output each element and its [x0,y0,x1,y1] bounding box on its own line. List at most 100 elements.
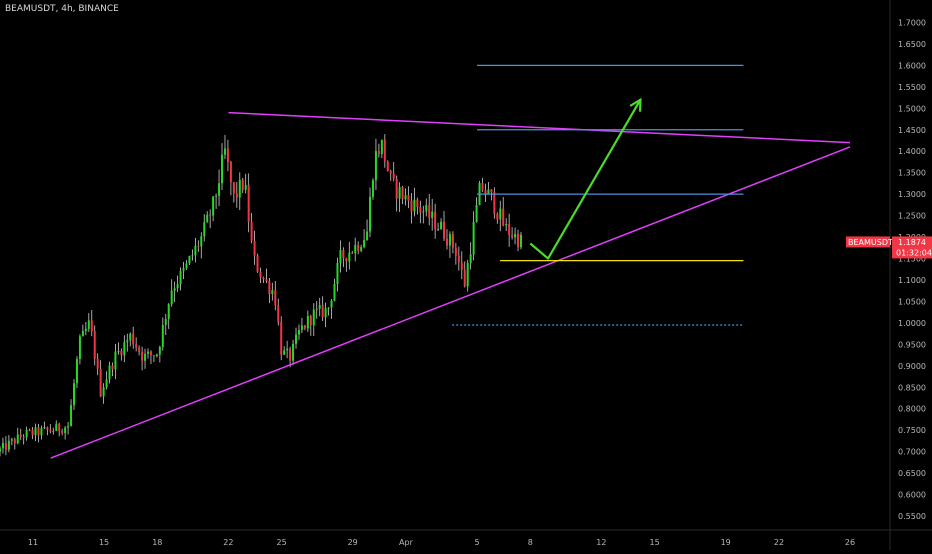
y-tick-label: 1.5000 [898,104,926,113]
candle-body [419,207,422,213]
candle-body [182,268,185,271]
candle-body [105,379,108,388]
candle-body [309,315,312,326]
candle-body [404,195,407,200]
candle-body [70,405,73,427]
candle-body [25,429,28,438]
candle-body [351,252,354,254]
candle-body [481,183,484,191]
candle-body [502,208,505,226]
candle-body [345,258,348,262]
candle-body [369,196,372,232]
candle-body [354,244,357,254]
candle-body [366,231,369,241]
candle-body [425,205,428,212]
y-tick-label: 1.1000 [898,276,926,285]
symbol-tag [846,236,890,248]
x-tick-label: 11 [28,538,38,547]
candle-body [226,148,229,162]
symbol-tag-label: BEAMUSDT [848,238,893,247]
candle-body [87,320,90,329]
candle-body [13,439,16,444]
x-tick-label: 12 [596,538,606,547]
candle-body [191,255,194,257]
y-axis: 0.5500 0.6000 0.6500 0.7000 0.7500 0.8000 0.85… [898,18,926,521]
candle-body [268,280,271,295]
candle-body [73,383,76,406]
candle-body [215,195,218,197]
candle-body [422,211,425,213]
candle-body [469,254,472,263]
candle-body [200,236,203,247]
candle-body [49,429,52,432]
candle-body [398,187,401,199]
candle-body [336,262,339,284]
candle-body [324,308,327,318]
candle-body [241,179,244,190]
candle-body [170,290,173,305]
candle-body [75,359,78,384]
candle-body [197,245,200,247]
candle-body [363,240,366,248]
candle-body [173,288,176,291]
candle-body [413,199,416,212]
candle-body [303,325,306,329]
candle-body [295,334,298,344]
candle-body [262,277,265,280]
support-trendline [50,146,851,459]
candle-body [141,352,144,361]
candle-body [10,439,13,441]
candle-body [188,256,191,264]
candle-body [460,262,463,271]
candle-body [454,247,457,256]
y-tick-label: 1.0000 [898,319,926,328]
candle-body [167,304,170,319]
candle-body [517,233,520,248]
candle-body [111,365,114,370]
candle-body [223,148,226,155]
candles [0,134,522,457]
candle-body [0,448,2,452]
current-price-value: 1.1874 [898,238,926,247]
candle-body [135,344,138,348]
candle-body [274,290,277,306]
candle-body [374,151,377,181]
candle-body [7,440,10,450]
y-tick-label: 1.4000 [898,147,926,156]
candle-body [496,214,499,220]
candle-body [238,179,241,198]
candle-body [132,333,135,345]
candle-body [342,250,345,259]
x-tick-label: 22 [223,538,233,547]
candle-body [244,184,247,190]
y-tick-label: 1.7000 [898,18,926,27]
candle-body [440,221,443,230]
y-tick-label: 1.0500 [898,297,926,306]
y-tick-label: 0.9000 [898,362,926,371]
candle-body [493,192,496,215]
candle-body [58,423,61,431]
candle-body [78,336,81,360]
candle-body [312,309,315,326]
candle-body [407,195,410,201]
candle-body [40,428,43,436]
candle-body [126,340,129,343]
bar-countdown: 01:32:04 [896,248,932,257]
candle-body [46,427,49,430]
candle-body [499,208,502,220]
x-tick-label: Apr [399,538,414,547]
candle-body [348,252,351,262]
candle-body [218,183,221,196]
candle-body [395,178,398,199]
candle-body [463,270,466,287]
candle-body [466,262,469,287]
candle-body [443,221,446,239]
candle-body [179,270,182,285]
candle-body [212,196,215,216]
y-tick-label: 1.4500 [898,126,926,135]
candle-body [410,200,413,212]
candle-body [117,350,120,352]
candle-body [206,214,209,223]
